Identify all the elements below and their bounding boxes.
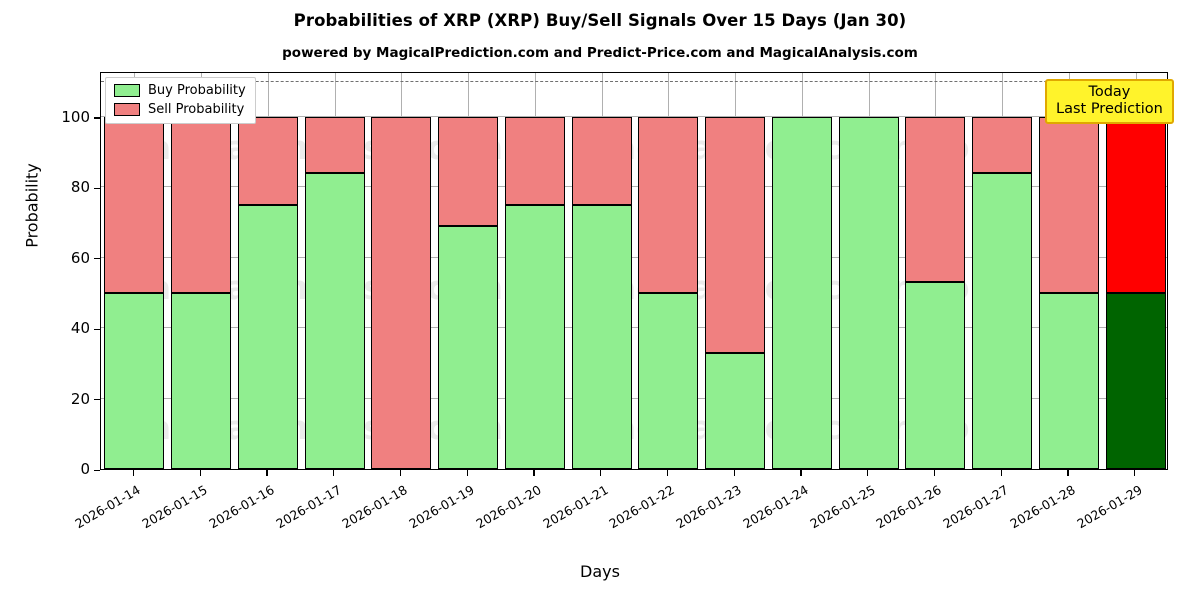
y-tick-label: 60	[70, 248, 90, 267]
y-tick-mark	[94, 187, 100, 190]
x-tick-mark	[266, 470, 268, 476]
annotation-line-today: Today	[1088, 84, 1131, 100]
bar-segment-buy[interactable]	[171, 292, 232, 469]
legend-label-sell: Sell Probability	[148, 102, 245, 117]
plot-area: MagicalAnalysis.comMagicalPrediction.com…	[100, 72, 1168, 470]
x-tick-mark	[1067, 470, 1069, 476]
bar-group[interactable]	[237, 73, 298, 469]
gridline-horizontal	[101, 115, 1167, 117]
y-tick-mark	[94, 399, 100, 401]
bar-segment-sell[interactable]	[905, 116, 966, 283]
x-tick-mark	[933, 470, 936, 476]
chart-legend: Buy Probability Sell Probability	[105, 77, 256, 124]
threshold-dashed-line	[101, 80, 1167, 82]
bar-segment-buy[interactable]	[1038, 292, 1099, 469]
x-tick-mark	[867, 470, 869, 476]
x-tick-mark	[199, 470, 201, 476]
bar-segment-sell[interactable]	[638, 116, 699, 293]
y-tick-mark	[94, 328, 100, 330]
bars-layer	[101, 73, 1167, 469]
bar-group[interactable]	[972, 73, 1033, 469]
bar-segment-buy[interactable]	[838, 116, 899, 469]
bar-segment-buy[interactable]	[237, 204, 298, 469]
y-tick-mark	[94, 469, 100, 471]
x-tick-mark	[466, 470, 468, 476]
x-tick-mark	[800, 470, 802, 476]
bar-group[interactable]	[1105, 73, 1166, 469]
gridline-horizontal	[101, 256, 1167, 258]
bar-segment-sell[interactable]	[705, 116, 766, 353]
x-axis-label: Days	[580, 562, 620, 581]
bar-segment-sell[interactable]	[972, 116, 1033, 174]
bar-segment-buy[interactable]	[972, 173, 1033, 469]
bar-segment-buy[interactable]	[571, 204, 632, 469]
bar-segment-buy[interactable]	[504, 204, 565, 469]
y-tick-label: 100	[61, 107, 90, 126]
bar-segment-sell[interactable]	[571, 116, 632, 205]
legend-swatch-sell	[114, 103, 140, 116]
bar-group[interactable]	[438, 73, 499, 469]
bar-segment-sell[interactable]	[1105, 116, 1166, 293]
gridline-horizontal	[101, 327, 1167, 329]
bar-segment-buy[interactable]	[905, 282, 966, 469]
bar-group[interactable]	[705, 73, 766, 469]
chart-title: Probabilities of XRP (XRP) Buy/Sell Sign…	[293, 11, 907, 30]
x-tick-mark	[333, 470, 335, 476]
bar-group[interactable]	[571, 73, 632, 469]
legend-item-buy[interactable]: Buy Probability	[114, 83, 246, 98]
x-tick-mark	[1134, 470, 1136, 476]
bar-group[interactable]	[304, 73, 365, 469]
x-tick-mark	[533, 470, 535, 476]
bar-segment-buy[interactable]	[1105, 292, 1166, 469]
x-tick-mark	[1000, 470, 1002, 476]
x-tick-mark	[132, 470, 135, 476]
y-tick-label: 40	[70, 319, 90, 338]
bar-segment-buy[interactable]	[771, 116, 832, 469]
bar-group[interactable]	[1038, 73, 1099, 469]
y-tick-label: 80	[70, 178, 90, 197]
y-tick-label: 0	[80, 460, 90, 478]
bar-segment-buy[interactable]	[638, 292, 699, 469]
bar-segment-sell[interactable]	[237, 116, 298, 205]
bar-segment-sell[interactable]	[304, 116, 365, 174]
bar-group[interactable]	[504, 73, 565, 469]
bar-segment-sell[interactable]	[1038, 116, 1099, 293]
bar-group[interactable]	[171, 73, 232, 469]
y-tick-label: 20	[70, 389, 90, 408]
bar-segment-buy[interactable]	[438, 225, 499, 469]
x-tick-mark	[733, 470, 735, 476]
legend-swatch-buy	[114, 84, 140, 97]
bar-group[interactable]	[905, 73, 966, 469]
chart-subtitle: powered by MagicalPrediction.com and Pre…	[282, 45, 918, 61]
bar-group[interactable]	[104, 73, 165, 469]
bar-segment-buy[interactable]	[304, 173, 365, 469]
legend-label-buy: Buy Probability	[148, 83, 246, 98]
annotation-line-last-prediction: Last Prediction	[1056, 101, 1163, 118]
legend-item-sell[interactable]: Sell Probability	[114, 102, 246, 117]
today-last-prediction-annotation: Today Last Prediction	[1045, 79, 1174, 125]
bar-group[interactable]	[638, 73, 699, 469]
bar-segment-sell[interactable]	[371, 116, 432, 469]
y-axis-label: Probability	[22, 163, 42, 248]
bar-segment-sell[interactable]	[504, 116, 565, 205]
bar-segment-buy[interactable]	[104, 292, 165, 469]
gridline-horizontal	[101, 186, 1167, 188]
bar-group[interactable]	[371, 73, 432, 469]
y-tick-mark	[94, 117, 100, 119]
bar-segment-sell[interactable]	[438, 116, 499, 226]
bar-segment-sell[interactable]	[104, 116, 165, 293]
bar-group[interactable]	[838, 73, 899, 469]
bar-segment-buy[interactable]	[705, 352, 766, 469]
bar-segment-sell[interactable]	[171, 116, 232, 293]
gridline-horizontal	[101, 397, 1167, 399]
x-tick-mark	[600, 470, 602, 476]
x-tick-mark	[666, 470, 669, 476]
bar-group[interactable]	[771, 73, 832, 469]
x-tick-mark	[399, 470, 402, 476]
y-tick-mark	[94, 258, 100, 260]
